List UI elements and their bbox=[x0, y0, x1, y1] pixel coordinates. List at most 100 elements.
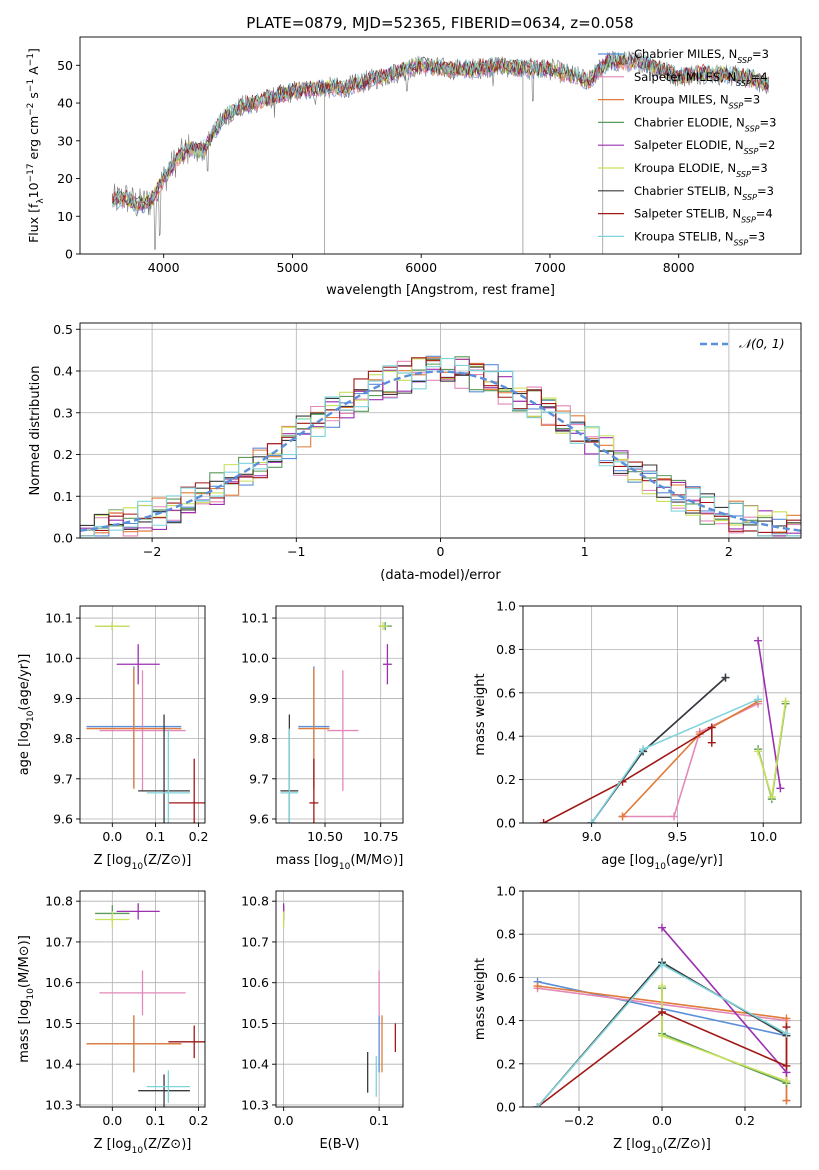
mass-weight-line bbox=[543, 726, 713, 823]
age-vs-mass-x-label: mass [log10(M/M⊙)] bbox=[276, 853, 404, 872]
mass-weight-marker bbox=[754, 636, 763, 645]
massweight-vs-age-data bbox=[539, 636, 790, 823]
mass-weight-line bbox=[622, 702, 759, 818]
mass-weight-marker bbox=[658, 1007, 666, 1016]
x-tick-label: 0.2 bbox=[189, 1113, 209, 1128]
x-tick-label: 9.5 bbox=[667, 829, 687, 844]
x-tick-label: 6000 bbox=[405, 260, 437, 275]
y-tick-label: 9.6 bbox=[53, 811, 73, 826]
mass-weight-marker bbox=[539, 819, 548, 823]
x-tick-label: 0.1 bbox=[145, 1113, 165, 1128]
mass-vs-EBV-frame bbox=[275, 890, 404, 1108]
model-spectrum-line bbox=[111, 52, 770, 210]
mass-weight-marker bbox=[670, 812, 679, 821]
mass-vs-Z-panel: 0.0 0.1 0.2 10.3 10.4 10.5 10.6 10.7 10.8 Z [log1… bbox=[17, 890, 209, 1156]
y-tick-label: 10.7 bbox=[45, 934, 73, 949]
x-tick-label: 0.1 bbox=[369, 1113, 389, 1128]
histogram-x-label: (data-model)/error bbox=[380, 568, 501, 583]
y-tick-label: 1.0 bbox=[496, 599, 516, 614]
x-tick-label: 0.0 bbox=[102, 829, 122, 844]
mass-weight-marker bbox=[658, 923, 666, 932]
y-tick-label: 10.1 bbox=[241, 611, 269, 626]
y-tick-label: 0.0 bbox=[496, 1100, 516, 1115]
y-tick-label: 10.4 bbox=[241, 1057, 269, 1072]
y-tick-label: 0.6 bbox=[496, 685, 516, 700]
x-tick-label: 0.2 bbox=[735, 1113, 755, 1128]
y-tick-label: 9.8 bbox=[249, 731, 269, 746]
massweight-vs-Z-y-label: mass weight bbox=[473, 958, 488, 1040]
mass-weight-marker bbox=[658, 982, 666, 991]
age-vs-mass-frame bbox=[275, 605, 404, 824]
spectrum-frame bbox=[79, 36, 802, 255]
model-spectrum-line bbox=[111, 51, 770, 209]
mass-weight-marker bbox=[707, 723, 716, 732]
age-vs-Z-data bbox=[86, 622, 205, 823]
mass-weight-marker bbox=[658, 960, 666, 969]
x-tick-label: 0.0 bbox=[652, 1113, 672, 1128]
legend-entry-label: Kroupa MILES, NSSP=3 bbox=[634, 93, 760, 111]
mass-weight-marker bbox=[776, 784, 785, 793]
y-tick-label: 0.3 bbox=[53, 405, 73, 420]
age-vs-Z-panel: 0.0 0.1 0.2 9.6 9.7 9.8 9.9 10.0 10.1 Z [log10(Z/… bbox=[17, 605, 208, 872]
y-tick-label: 0.5 bbox=[53, 322, 73, 337]
massweight-vs-age-y-label: mass weight bbox=[473, 673, 488, 755]
mass-vs-Z-x-label: Z [log10(Z/Z⊙)] bbox=[94, 1137, 192, 1156]
y-tick-label: 10.8 bbox=[241, 894, 269, 909]
mass-vs-Z-y-label: mass [log10(M/M⊙)] bbox=[17, 935, 36, 1063]
y-tick-label: 9.6 bbox=[249, 811, 269, 826]
massweight-vs-age-frame bbox=[522, 605, 802, 824]
x-tick-label: −0.2 bbox=[564, 1113, 594, 1128]
y-tick-label: 0.4 bbox=[53, 364, 73, 379]
massweight-vs-Z-panel: −0.2 0.0 0.2 0.0 0.2 0.4 0.6 0.8 1.0 Z [log10(Z/Z… bbox=[473, 884, 802, 1156]
legend-entry-label: Kroupa ELODIE, NSSP=3 bbox=[634, 161, 768, 179]
mass-vs-EBV-data bbox=[282, 903, 397, 1097]
spectrum-legend: Chabrier MILES, NSSP=3 Salpeter MILES, NS… bbox=[598, 47, 776, 247]
legend-entry-label: Salpeter STELIB, NSSP=4 bbox=[634, 207, 773, 225]
y-tick-label: 10.8 bbox=[45, 894, 73, 909]
legend-entry-label: Chabrier ELODIE, NSSP=3 bbox=[634, 115, 776, 132]
mass-vs-EBV-axes: 0.0 0.1 10.3 10.4 10.5 10.6 10.7 10.8 E(B-V) bbox=[241, 890, 404, 1152]
legend-entry-label: 𝒩(0, 1) bbox=[739, 336, 785, 351]
x-tick-label: −2 bbox=[143, 544, 161, 559]
legend-entry-label: Chabrier STELIB, NSSP=3 bbox=[634, 184, 774, 202]
mass-weight-marker bbox=[754, 747, 763, 756]
mass-weight-marker bbox=[782, 1061, 791, 1070]
mass-weight-marker bbox=[658, 1031, 666, 1040]
mass-weight-line bbox=[757, 701, 787, 798]
y-tick-label: 0.8 bbox=[496, 927, 516, 942]
x-tick-label: 0 bbox=[437, 544, 445, 559]
mass-weight-line bbox=[661, 988, 787, 1084]
x-tick-label: 10.50 bbox=[307, 829, 343, 844]
model-spectrum-line bbox=[111, 51, 770, 209]
x-tick-label: 5000 bbox=[277, 260, 309, 275]
y-tick-label: 0.0 bbox=[53, 531, 73, 546]
mass-vs-Z-data bbox=[86, 903, 205, 1107]
x-tick-label: 0.1 bbox=[145, 829, 165, 844]
legend-entry-label: Kroupa STELIB, NSSP=3 bbox=[634, 229, 765, 247]
mass-weight-marker bbox=[754, 695, 763, 704]
y-tick-label: 0.0 bbox=[496, 816, 516, 831]
x-tick-label: 10.75 bbox=[363, 829, 399, 844]
spectrum-x-label: wavelength [Angstrom, rest frame] bbox=[326, 283, 555, 298]
mass-weight-marker bbox=[782, 1014, 791, 1023]
massweight-vs-age-grid bbox=[523, 605, 801, 824]
y-tick-label: 10.6 bbox=[241, 975, 269, 990]
y-tick-label: 10 bbox=[57, 209, 73, 224]
y-tick-label: 0 bbox=[65, 247, 73, 262]
y-tick-label: 10.0 bbox=[45, 651, 73, 666]
age-vs-mass-panel: 10.50 10.75 9.6 9.7 9.8 9.9 10.0 10.1 mass [log1… bbox=[241, 605, 404, 872]
age-vs-mass-grid bbox=[276, 606, 403, 823]
y-tick-label: 10.7 bbox=[241, 934, 269, 949]
x-tick-label: 10.0 bbox=[749, 829, 777, 844]
y-tick-label: 40 bbox=[57, 96, 73, 111]
mass-weight-marker bbox=[782, 1096, 791, 1105]
mass-weight-line bbox=[661, 927, 788, 1073]
mass-weight-line bbox=[590, 677, 727, 823]
massweight-vs-Z-x-label: Z [log10(Z/Z⊙)] bbox=[613, 1137, 711, 1156]
y-tick-label: 0.4 bbox=[496, 1013, 516, 1028]
spectrum-panel: 4000 5000 6000 7000 8000 0 10 20 30 40 50 Chabrier … bbox=[26, 36, 802, 298]
mass-vs-Z-axes: 0.0 0.1 0.2 10.3 10.4 10.5 10.6 10.7 10.8 Z [log1… bbox=[17, 890, 209, 1156]
residual-histogram-series bbox=[80, 357, 801, 538]
x-tick-label: 1 bbox=[581, 544, 589, 559]
